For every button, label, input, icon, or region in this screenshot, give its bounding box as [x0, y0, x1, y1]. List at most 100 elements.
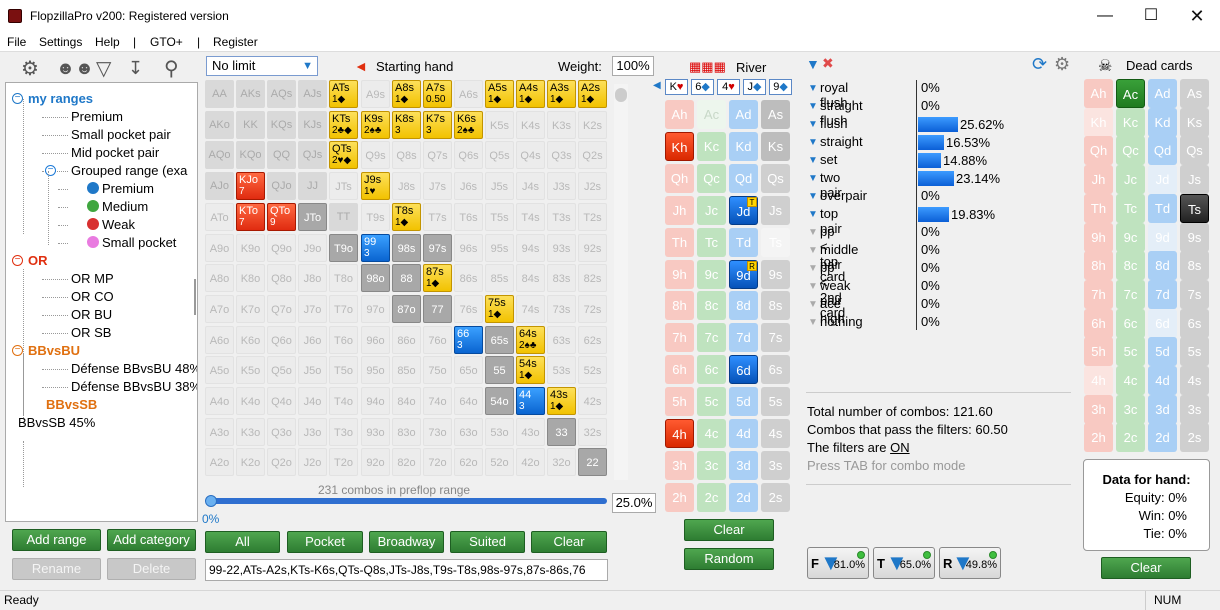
hand-cell[interactable]: Q3s	[547, 141, 576, 169]
filter-toggle-f[interactable]: ▼ F 81.0%	[807, 547, 869, 579]
tree-item[interactable]: Medium	[87, 199, 148, 214]
hand-cell[interactable]: JTo	[298, 203, 327, 231]
hand-cell[interactable]: A3o	[205, 418, 234, 446]
scrollbar-thumb[interactable]	[615, 88, 627, 102]
card-5d[interactable]: 5d	[1148, 337, 1177, 367]
hand-cell[interactable]: 84s	[516, 264, 545, 292]
hand-cell[interactable]: 96s	[454, 234, 483, 262]
filter-toggle-t[interactable]: ▼ T 65.0%	[873, 547, 935, 579]
hand-cell[interactable]: QTo 9	[267, 203, 296, 231]
tree-item[interactable]: OR MP	[71, 271, 114, 286]
hand-cell[interactable]: A9s	[361, 80, 390, 108]
hand-cell[interactable]: KJs	[298, 111, 327, 139]
stat-filter-icon[interactable]: ▼	[808, 83, 818, 94]
hand-cell[interactable]: 83s	[547, 264, 576, 292]
card-kh[interactable]: Kh	[665, 131, 694, 161]
hand-cell[interactable]: 98o	[361, 264, 390, 292]
hand-cell[interactable]: A6o	[205, 326, 234, 354]
card-qh[interactable]: Qh	[665, 163, 694, 193]
hand-cell[interactable]: A2o	[205, 448, 234, 476]
card-8d[interactable]: 8d	[1148, 251, 1177, 281]
menu-file[interactable]: File	[7, 35, 27, 49]
river-random-button[interactable]: Random	[684, 548, 774, 570]
card-jc[interactable]: Jc	[697, 195, 726, 225]
hand-cell[interactable]: K6o	[236, 326, 265, 354]
card-kc[interactable]: Kc	[697, 131, 726, 161]
card-4s[interactable]: 4s	[761, 419, 790, 448]
card-8h[interactable]: 8h	[1084, 251, 1113, 281]
stat-filter-icon[interactable]: ▼	[808, 263, 818, 274]
add-category-button[interactable]: Add category	[107, 529, 196, 551]
card-qd[interactable]: Qd	[1148, 136, 1177, 166]
hand-cell[interactable]: 53s	[547, 356, 576, 384]
card-5s[interactable]: 5s	[1180, 337, 1209, 367]
hand-cell[interactable]: 93o	[361, 418, 390, 446]
hand-cell[interactable]: 92o	[361, 448, 390, 476]
hand-cell[interactable]: T8o	[329, 264, 358, 292]
tree-item[interactable]: OR	[28, 253, 48, 268]
hand-cell[interactable]: Q5o	[267, 356, 296, 384]
board-card[interactable]: 9◆	[769, 79, 792, 95]
stat-filter-icon[interactable]: ▼	[808, 299, 818, 310]
minimize-button[interactable]: —	[1097, 7, 1113, 24]
hand-cell[interactable]: JTs	[329, 172, 358, 200]
hand-cell[interactable]: JJ	[298, 172, 327, 200]
hand-cell[interactable]: K6s 2♠♣	[454, 111, 483, 139]
hand-cell[interactable]: 94o	[361, 387, 390, 415]
hand-cell[interactable]: J6o	[298, 326, 327, 354]
hand-cell[interactable]: 97o	[361, 295, 390, 323]
card-5s[interactable]: 5s	[761, 387, 790, 417]
card-js[interactable]: Js	[761, 195, 790, 225]
card-ad[interactable]: Ad	[729, 100, 758, 129]
hand-cell[interactable]: 76s	[454, 295, 483, 323]
menu-gto[interactable]: GTO+	[150, 35, 183, 49]
tree-item[interactable]: BBvsBU	[28, 343, 80, 358]
card-2h[interactable]: 2h	[665, 482, 694, 512]
hand-cell[interactable]: 76o	[423, 326, 452, 354]
hand-cell[interactable]: 95s	[485, 234, 514, 262]
card-9d[interactable]: 9d R	[729, 259, 758, 289]
card-8d[interactable]: 8d	[729, 291, 758, 321]
hand-cell[interactable]: T3o	[329, 418, 358, 446]
stat-filter-icon[interactable]: ▼	[808, 245, 818, 256]
hand-cell[interactable]: K3o	[236, 418, 265, 446]
hand-cell[interactable]: T5s	[485, 203, 514, 231]
card-tc[interactable]: Tc	[1116, 193, 1145, 223]
hand-cell[interactable]: 64o	[454, 387, 483, 415]
tree-item[interactable]: OR SB	[71, 325, 111, 340]
card-7c[interactable]: 7c	[1116, 279, 1145, 309]
card-js[interactable]: Js	[1180, 165, 1209, 195]
card-qd[interactable]: Qd	[729, 163, 758, 193]
stat-filter-icon[interactable]: ▼	[808, 281, 818, 292]
card-8h[interactable]: 8h	[665, 291, 694, 321]
card-9c[interactable]: 9c	[697, 259, 726, 289]
card-5h[interactable]: 5h	[665, 387, 694, 417]
card-3c[interactable]: 3c	[1116, 394, 1145, 424]
hand-cell[interactable]: K9o	[236, 234, 265, 262]
card-6h[interactable]: 6h	[1084, 308, 1113, 338]
hand-cell[interactable]: KQo	[236, 141, 265, 169]
card-qs[interactable]: Qs	[1180, 136, 1209, 166]
hand-cell[interactable]: K3s	[547, 111, 576, 139]
hand-cell[interactable]: K9s 2♠♣	[361, 111, 390, 139]
card-7c[interactable]: 7c	[697, 323, 726, 353]
hand-cell[interactable]: 52o	[485, 448, 514, 476]
card-3h[interactable]: 3h	[1084, 394, 1113, 424]
card-as[interactable]: As	[761, 100, 790, 129]
hand-cell[interactable]: A5s 1◆	[485, 80, 514, 108]
river-clear-button[interactable]: Clear	[684, 519, 774, 541]
hand-cell[interactable]: K4s	[516, 111, 545, 139]
hand-cell[interactable]: QJs	[298, 141, 327, 169]
hand-cell[interactable]: A3s 1◆	[547, 80, 576, 108]
hand-cell[interactable]: T6s	[454, 203, 483, 231]
card-7s[interactable]: 7s	[1180, 279, 1209, 309]
card-6d[interactable]: 6d	[1148, 308, 1177, 338]
hand-cell[interactable]: Q9o	[267, 234, 296, 262]
board-card[interactable]: 6◆	[691, 79, 714, 95]
card-5d[interactable]: 5d	[729, 387, 758, 417]
card-6s[interactable]: 6s	[1180, 308, 1209, 338]
card-3s[interactable]: 3s	[761, 450, 790, 480]
range-tree[interactable]: − my ranges Premium Small pocket pair Mid po…	[5, 82, 198, 522]
hand-cell[interactable]: 99 3	[361, 234, 390, 262]
card-3c[interactable]: 3c	[697, 450, 726, 480]
